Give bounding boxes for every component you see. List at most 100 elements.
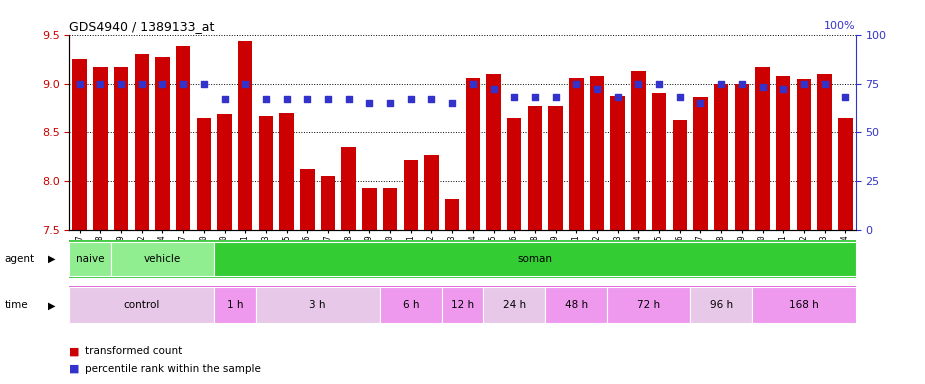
Point xyxy=(693,100,708,106)
Bar xyxy=(279,113,294,230)
Bar xyxy=(425,155,438,230)
Point xyxy=(341,96,356,102)
Bar xyxy=(363,188,376,230)
Point xyxy=(672,94,687,100)
Bar xyxy=(238,41,253,230)
Text: 12 h: 12 h xyxy=(450,300,474,310)
Point xyxy=(487,86,501,93)
Point xyxy=(734,81,749,87)
Point xyxy=(321,96,336,102)
Point xyxy=(196,81,211,87)
Bar xyxy=(69,287,215,323)
Bar xyxy=(300,169,314,230)
Bar xyxy=(69,242,111,276)
Bar xyxy=(608,287,690,323)
Point xyxy=(589,86,604,93)
Point xyxy=(424,96,438,102)
Point xyxy=(527,94,542,100)
Text: naive: naive xyxy=(76,254,105,264)
Text: ■: ■ xyxy=(69,346,80,356)
Text: transformed count: transformed count xyxy=(85,346,182,356)
Text: control: control xyxy=(124,300,160,310)
Point xyxy=(755,84,770,91)
Bar xyxy=(380,287,442,323)
Text: percentile rank within the sample: percentile rank within the sample xyxy=(85,364,261,374)
Point xyxy=(279,96,294,102)
Point xyxy=(155,81,170,87)
Bar xyxy=(215,287,255,323)
Point xyxy=(134,81,149,87)
Bar xyxy=(487,74,500,230)
Point xyxy=(714,81,729,87)
Bar xyxy=(176,46,191,230)
Text: ■: ■ xyxy=(69,364,80,374)
Bar xyxy=(776,76,791,230)
Text: 96 h: 96 h xyxy=(709,300,733,310)
Text: 48 h: 48 h xyxy=(565,300,588,310)
Bar xyxy=(255,287,380,323)
Bar xyxy=(756,67,770,230)
Bar xyxy=(690,287,752,323)
Text: agent: agent xyxy=(5,254,35,264)
Bar xyxy=(590,76,604,230)
Text: 24 h: 24 h xyxy=(502,300,525,310)
Bar xyxy=(155,57,169,230)
Bar xyxy=(111,242,215,276)
Bar xyxy=(672,120,687,230)
Bar xyxy=(217,114,232,230)
Bar xyxy=(569,78,584,230)
Bar xyxy=(734,84,749,230)
Text: 3 h: 3 h xyxy=(310,300,326,310)
Text: GDS4940 / 1389133_at: GDS4940 / 1389133_at xyxy=(69,20,215,33)
Text: ▶: ▶ xyxy=(48,254,55,264)
Bar xyxy=(714,84,728,230)
Bar xyxy=(445,199,460,230)
Point xyxy=(465,81,480,87)
Bar xyxy=(610,96,625,230)
Point xyxy=(507,94,522,100)
Bar xyxy=(442,287,483,323)
Bar xyxy=(838,118,853,230)
Text: 100%: 100% xyxy=(824,21,856,31)
Bar xyxy=(631,71,646,230)
Point xyxy=(569,81,584,87)
Text: soman: soman xyxy=(517,254,552,264)
Bar xyxy=(796,79,811,230)
Point xyxy=(362,100,376,106)
Text: vehicle: vehicle xyxy=(144,254,181,264)
Point xyxy=(176,81,191,87)
Bar xyxy=(465,78,480,230)
Bar xyxy=(652,93,666,230)
Point xyxy=(796,81,811,87)
Text: 6 h: 6 h xyxy=(402,300,419,310)
Bar xyxy=(114,67,129,230)
Point xyxy=(549,94,563,100)
Point xyxy=(776,86,791,93)
Point xyxy=(631,81,646,87)
Bar xyxy=(549,106,562,230)
Bar xyxy=(215,242,856,276)
Bar xyxy=(259,116,273,230)
Point xyxy=(114,81,129,87)
Bar xyxy=(752,287,856,323)
Point xyxy=(72,81,87,87)
Point xyxy=(817,81,832,87)
Text: 1 h: 1 h xyxy=(227,300,243,310)
Bar xyxy=(341,147,356,230)
Bar xyxy=(93,67,107,230)
Bar xyxy=(693,97,708,230)
Point xyxy=(445,100,460,106)
Bar xyxy=(134,54,149,230)
Point xyxy=(383,100,398,106)
Point xyxy=(403,96,418,102)
Text: ▶: ▶ xyxy=(48,300,55,310)
Bar xyxy=(818,74,832,230)
Bar xyxy=(527,106,542,230)
Text: 72 h: 72 h xyxy=(637,300,660,310)
Point xyxy=(838,94,853,100)
Point xyxy=(300,96,314,102)
Bar xyxy=(507,118,522,230)
Point xyxy=(238,81,253,87)
Point xyxy=(93,81,108,87)
Bar xyxy=(72,59,87,230)
